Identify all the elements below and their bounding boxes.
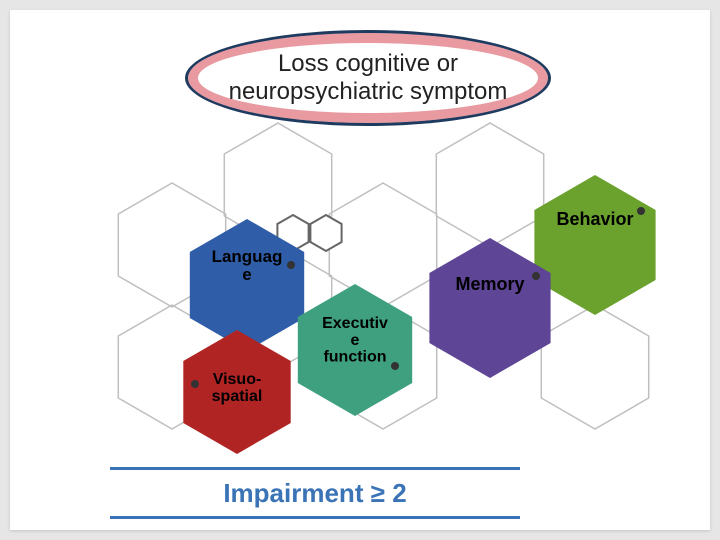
hex-behavior <box>534 175 655 315</box>
bottom-text: Impairment ≥ 2 <box>223 478 406 509</box>
hex-add2 <box>310 215 341 251</box>
bullet-executive <box>391 362 399 370</box>
hex-outline <box>329 183 436 307</box>
hex-outline <box>541 305 648 429</box>
hex-label-behavior: Behavior <box>556 209 633 229</box>
bottom-bar: Impairment ≥ 2 <box>110 467 520 519</box>
hex-memory <box>429 238 550 378</box>
bullet-behavior <box>637 207 645 215</box>
bullet-memory <box>532 272 540 280</box>
hex-outline <box>436 123 543 247</box>
slide-surface: Loss cognitive or neuropsychiatric sympt… <box>10 10 710 530</box>
hex-label-visuo: Visuo-spatial <box>212 371 263 405</box>
bullet-visuo <box>191 380 199 388</box>
bullet-language <box>287 261 295 269</box>
hex-label-memory: Memory <box>455 274 524 294</box>
hex-diagram: BehaviorMemoryLanguageExecutivefunctionV… <box>10 10 710 530</box>
